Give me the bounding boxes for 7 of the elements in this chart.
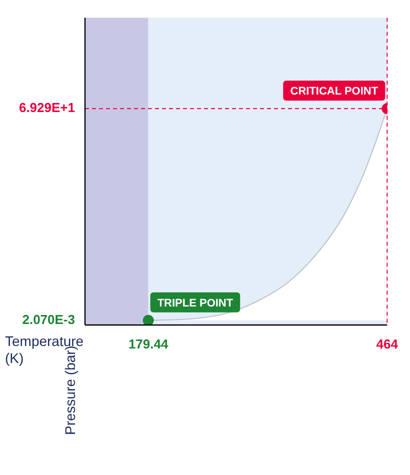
annotation: TRIPLE POINT <box>157 297 234 310</box>
y-tick-label: 2.070E-3 <box>22 312 75 327</box>
y-axis-title: Pressure (bar) <box>62 346 78 435</box>
annotation: CRITICAL POINT <box>290 86 378 98</box>
x-tick-label: 464 <box>376 336 399 352</box>
x-tick-label: 179.44 <box>128 336 169 352</box>
y-tick-label: 6.929E+1 <box>18 100 75 116</box>
